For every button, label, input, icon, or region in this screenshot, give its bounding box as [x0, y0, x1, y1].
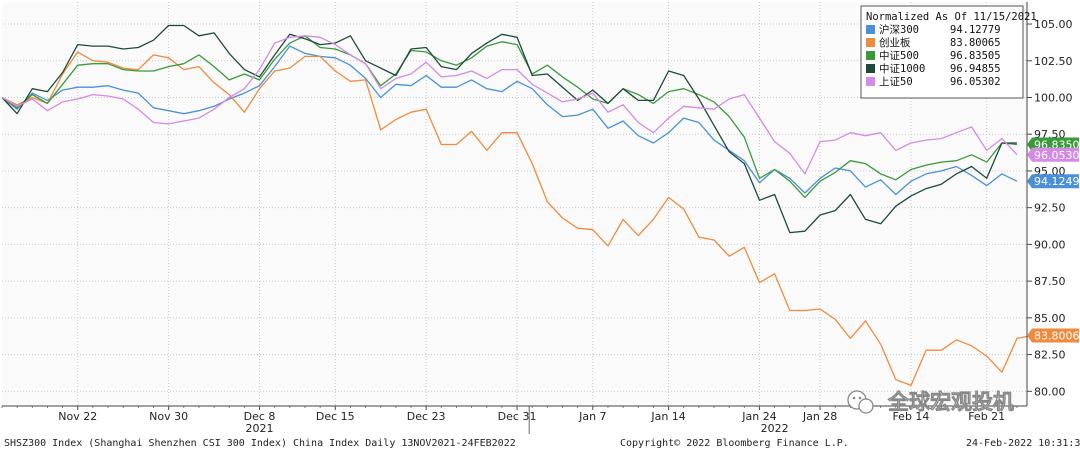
y-tick-label: 100.00: [1034, 91, 1073, 104]
legend-swatch: [866, 64, 875, 73]
legend-series-value: 94.12779: [950, 24, 1001, 36]
y-tick-label: 80.00: [1034, 385, 1066, 398]
legend-series-value: 96.83505: [950, 50, 1001, 62]
legend-series-name: 中证1000: [879, 62, 925, 75]
y-tick-label: 102.50: [1034, 55, 1073, 68]
end-value-text: 83.80065: [1034, 329, 1080, 342]
end-value-label: 96.05302: [1027, 147, 1080, 162]
legend-series-name: 沪深300: [879, 23, 919, 36]
series-line: [1, 51, 1033, 387]
y-tick-label: 82.50: [1034, 349, 1066, 362]
x-tick-label: Jan 24: [741, 410, 776, 423]
y-tick-label: 105.00: [1034, 18, 1073, 31]
legend-box: [860, 5, 1024, 99]
legend-series-value: 96.94855: [950, 63, 1001, 75]
x-tick-label: Jan 14: [650, 410, 685, 423]
legend-series-value: 96.05302: [950, 76, 1001, 88]
wechat-icon: [847, 390, 874, 414]
series-line: [1, 35, 1018, 199]
x-tick-label: Feb 14: [892, 410, 929, 423]
end-value-label: 83.80065: [1027, 328, 1080, 343]
legend-series-name: 上证50: [879, 76, 913, 88]
x-tick-label: Jan 7: [578, 410, 606, 423]
footer-timestamp: 24-Feb-2022 10:31:38: [966, 438, 1080, 449]
watermark-text: 全球宏观投机: [887, 390, 1014, 414]
x-tick-label: Nov 22: [58, 410, 97, 423]
watermark: 全球宏观投机: [847, 390, 1014, 414]
legend-swatch: [866, 77, 875, 86]
series-line: [1, 24, 1017, 234]
series-line: [1, 35, 1018, 175]
x-tick-label: Dec 23: [407, 410, 446, 423]
footer-copyright: Copyright© 2022 Bloomberg Finance L.P.: [620, 438, 849, 449]
x-tick-label: Nov 30: [149, 410, 188, 423]
end-value-box: [1027, 174, 1079, 189]
x-tick-label: Dec 8: [244, 410, 276, 423]
legend-swatch: [866, 25, 875, 34]
x-tick-label: Dec 31: [498, 410, 537, 423]
footer: SHSZ300 Index (Shanghai Shenzhen CSI 300…: [4, 438, 1080, 449]
year-label: 2021: [246, 422, 274, 435]
legend: Normalized As Of 11/15/2021 沪深300 94.1277…: [860, 5, 1037, 99]
legend-swatch: [866, 51, 875, 60]
y-tick-label: 87.50: [1034, 275, 1066, 288]
y-tick-label: 92.50: [1034, 202, 1066, 215]
series-lines: [1, 24, 1033, 387]
y-tick-label: 85.00: [1034, 312, 1066, 325]
end-value-box: [1027, 147, 1079, 162]
end-labels: 94.1249183.8006596.8350596.05302: [1027, 137, 1080, 343]
footer-description: SHSZ300 Index (Shanghai Shenzhen CSI 300…: [4, 438, 516, 449]
legend-series-name: 创业板: [879, 36, 911, 49]
series-line: [1, 45, 1018, 196]
x-tick-label: Feb 21: [968, 410, 1005, 423]
end-value-label: 94.12491: [1027, 174, 1080, 189]
legend-series-value: 83.80065: [950, 37, 1001, 49]
y-tick-label: 90.00: [1034, 238, 1066, 251]
end-value-text: 96.05302: [1034, 149, 1080, 162]
legend-title: Normalized As Of 11/15/2021: [866, 11, 1037, 23]
x-tick-label: Jan 28: [802, 410, 837, 423]
year-label: 2022: [761, 422, 789, 435]
end-value-box: [1027, 328, 1079, 343]
legend-series-name: 中证500: [879, 49, 919, 62]
legend-swatch: [866, 38, 875, 47]
legend-items: 沪深300 94.12779 创业板 83.80065 中证500 96.83505 中证1…: [866, 23, 1001, 88]
end-value-text: 94.12491: [1034, 175, 1080, 188]
x-tick-label: Dec 15: [316, 410, 355, 423]
